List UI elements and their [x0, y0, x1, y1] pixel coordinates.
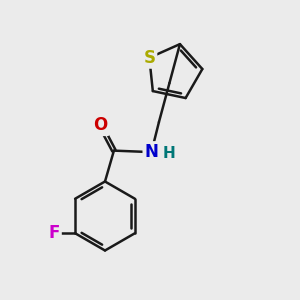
Text: H: H [163, 146, 176, 161]
Text: N: N [145, 143, 158, 161]
Text: S: S [143, 49, 155, 67]
Text: F: F [48, 224, 60, 242]
Text: O: O [93, 116, 108, 134]
